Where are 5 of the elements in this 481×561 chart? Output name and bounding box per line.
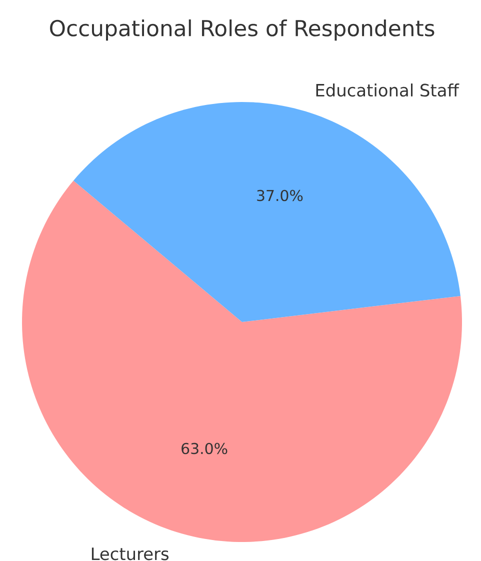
data-label: 37.0% (257, 190, 303, 202)
slice-label: Lecturers (92, 548, 169, 560)
chart-title: Occupational Roles of Respondents (50, 19, 434, 41)
slice-label: Educational Staff (316, 84, 460, 97)
data-label: 63.0% (182, 442, 228, 454)
